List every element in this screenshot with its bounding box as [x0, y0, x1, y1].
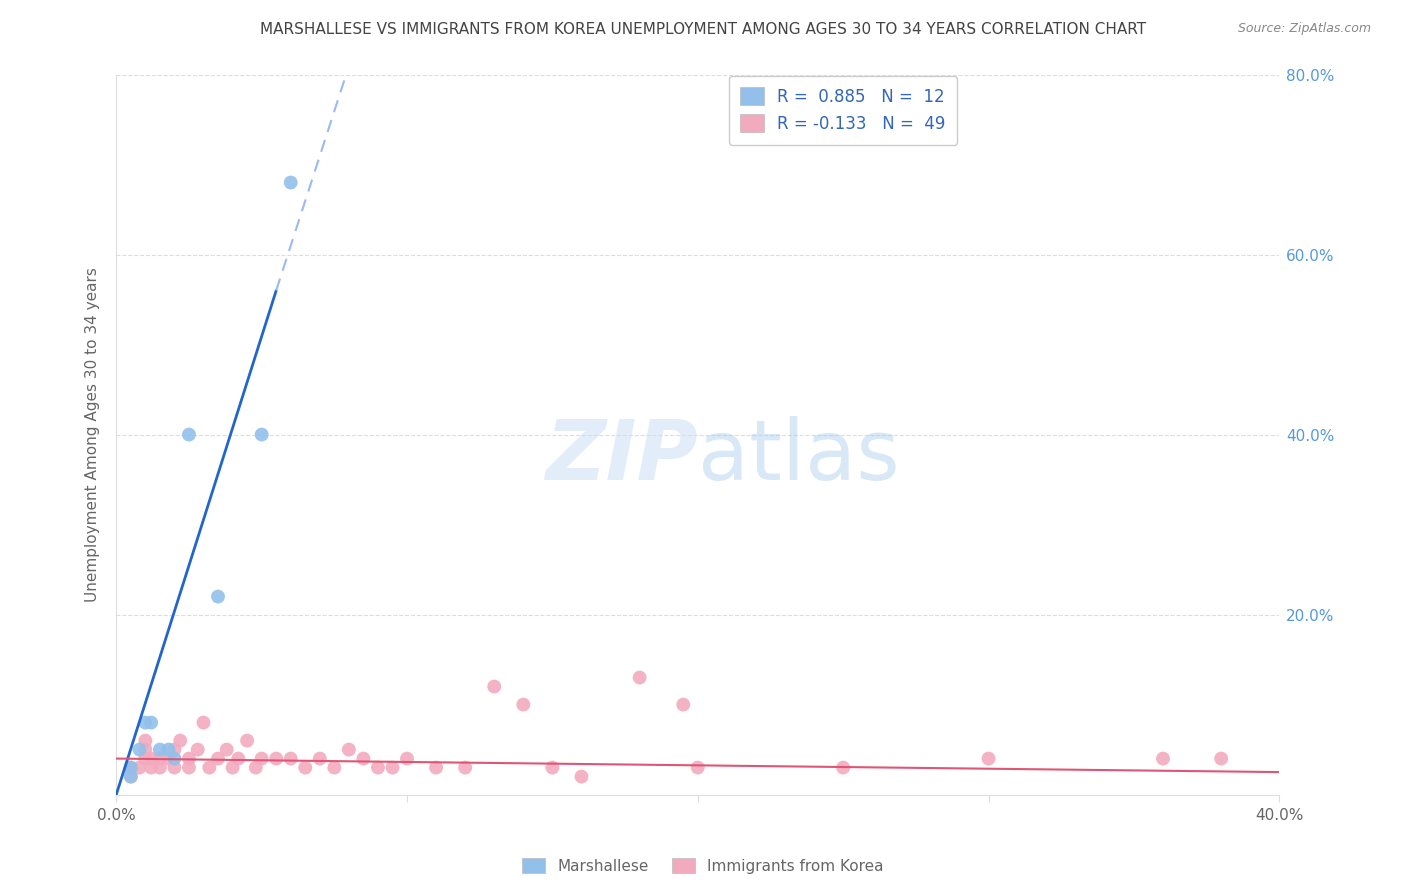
Text: atlas: atlas: [697, 416, 900, 497]
Point: [141, 761, 163, 775]
Point: [323, 761, 346, 775]
Point: [221, 761, 243, 775]
Point: [141, 751, 163, 765]
Point: [120, 770, 142, 784]
Point: [228, 751, 250, 765]
Legend: Marshallese, Immigrants from Korea: Marshallese, Immigrants from Korea: [516, 852, 890, 880]
Point: [120, 761, 142, 775]
Point: [187, 742, 209, 756]
Point: [628, 671, 651, 685]
Point: [149, 761, 172, 775]
Point: [308, 751, 330, 765]
Point: [367, 761, 389, 775]
Point: [250, 427, 273, 442]
Point: [686, 761, 709, 775]
Y-axis label: Unemployment Among Ages 30 to 34 years: Unemployment Among Ages 30 to 34 years: [86, 267, 100, 602]
Legend: R =  0.885   N =  12, R = -0.133   N =  49: R = 0.885 N = 12, R = -0.133 N = 49: [728, 76, 957, 145]
Point: [337, 742, 360, 756]
Point: [128, 761, 150, 775]
Point: [177, 751, 200, 765]
Point: [236, 733, 259, 747]
Point: [672, 698, 695, 712]
Text: Source: ZipAtlas.com: Source: ZipAtlas.com: [1237, 22, 1371, 36]
Point: [207, 590, 229, 604]
Point: [264, 751, 287, 765]
Point: [163, 761, 186, 775]
Text: ZIP: ZIP: [546, 416, 697, 497]
Point: [454, 761, 477, 775]
Point: [832, 761, 855, 775]
Point: [977, 751, 1000, 765]
Point: [280, 176, 302, 190]
Point: [1211, 751, 1233, 765]
Point: [381, 761, 404, 775]
Point: [134, 733, 156, 747]
Point: [163, 751, 186, 765]
Point: [198, 761, 221, 775]
Point: [207, 751, 229, 765]
Point: [280, 751, 302, 765]
Point: [157, 742, 180, 756]
Point: [120, 761, 142, 775]
Point: [141, 715, 163, 730]
Point: [250, 751, 273, 765]
Point: [177, 427, 200, 442]
Point: [149, 742, 172, 756]
Point: [134, 742, 156, 756]
Point: [163, 742, 186, 756]
Point: [128, 742, 150, 756]
Point: [1152, 751, 1174, 765]
Point: [352, 751, 374, 765]
Point: [294, 761, 316, 775]
Point: [120, 770, 142, 784]
Point: [157, 751, 180, 765]
Point: [149, 751, 172, 765]
Point: [134, 751, 156, 765]
Text: MARSHALLESE VS IMMIGRANTS FROM KOREA UNEMPLOYMENT AMONG AGES 30 TO 34 YEARS CORR: MARSHALLESE VS IMMIGRANTS FROM KOREA UNE…: [260, 22, 1146, 37]
Point: [245, 761, 267, 775]
Point: [395, 751, 418, 765]
Point: [571, 770, 593, 784]
Point: [169, 733, 191, 747]
Point: [425, 761, 447, 775]
Point: [134, 715, 156, 730]
Point: [484, 680, 506, 694]
Point: [177, 761, 200, 775]
Point: [541, 761, 564, 775]
Point: [215, 742, 238, 756]
Point: [512, 698, 534, 712]
Point: [193, 715, 215, 730]
